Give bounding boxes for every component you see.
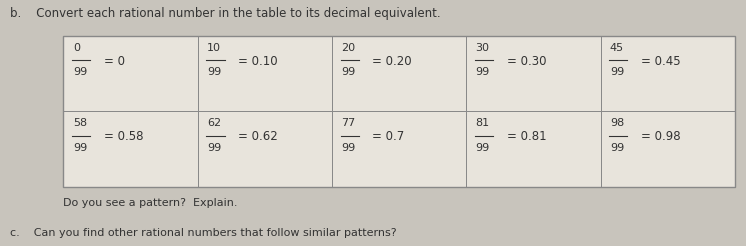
Text: 62: 62 [207, 118, 222, 128]
Text: = 0.81: = 0.81 [507, 130, 546, 143]
Text: = 0.30: = 0.30 [507, 55, 546, 68]
Text: = 0: = 0 [104, 55, 125, 68]
Text: = 0.7: = 0.7 [372, 130, 404, 143]
Text: 20: 20 [342, 43, 356, 53]
Text: 99: 99 [207, 143, 222, 153]
Text: 0: 0 [73, 43, 80, 53]
Bar [63, 111, 198, 187]
Text: 99: 99 [342, 67, 356, 77]
Text: = 0.10: = 0.10 [238, 55, 278, 68]
Text: c.    Can you find other rational numbers that follow similar patterns?: c. Can you find other rational numbers t… [10, 228, 396, 238]
Text: 30: 30 [476, 43, 489, 53]
Bar [198, 111, 332, 187]
Bar [601, 111, 735, 187]
Bar [466, 36, 601, 111]
Text: = 0.58: = 0.58 [104, 130, 143, 143]
Text: 99: 99 [342, 143, 356, 153]
Text: 98: 98 [610, 118, 624, 128]
Bar [63, 36, 735, 187]
Text: 77: 77 [342, 118, 356, 128]
Text: 99: 99 [207, 67, 222, 77]
Text: 99: 99 [610, 67, 624, 77]
Text: = 0.62: = 0.62 [238, 130, 278, 143]
Text: = 0.98: = 0.98 [641, 130, 680, 143]
Text: 99: 99 [476, 67, 490, 77]
Text: 99: 99 [73, 67, 87, 77]
Text: 81: 81 [476, 118, 490, 128]
Bar [332, 36, 466, 111]
Bar [332, 111, 466, 187]
Text: 10: 10 [207, 43, 221, 53]
Text: 99: 99 [610, 143, 624, 153]
Text: = 0.45: = 0.45 [641, 55, 680, 68]
Bar [601, 36, 735, 111]
Text: 45: 45 [610, 43, 624, 53]
Text: b.    Convert each rational number in the table to its decimal equivalent.: b. Convert each rational number in the t… [10, 7, 440, 20]
Text: 99: 99 [476, 143, 490, 153]
Bar [198, 36, 332, 111]
Bar [63, 36, 198, 111]
Bar [466, 111, 601, 187]
Text: 58: 58 [73, 118, 87, 128]
Text: = 0.20: = 0.20 [372, 55, 412, 68]
Text: Do you see a pattern?  Explain.: Do you see a pattern? Explain. [63, 198, 238, 208]
Text: 99: 99 [73, 143, 87, 153]
